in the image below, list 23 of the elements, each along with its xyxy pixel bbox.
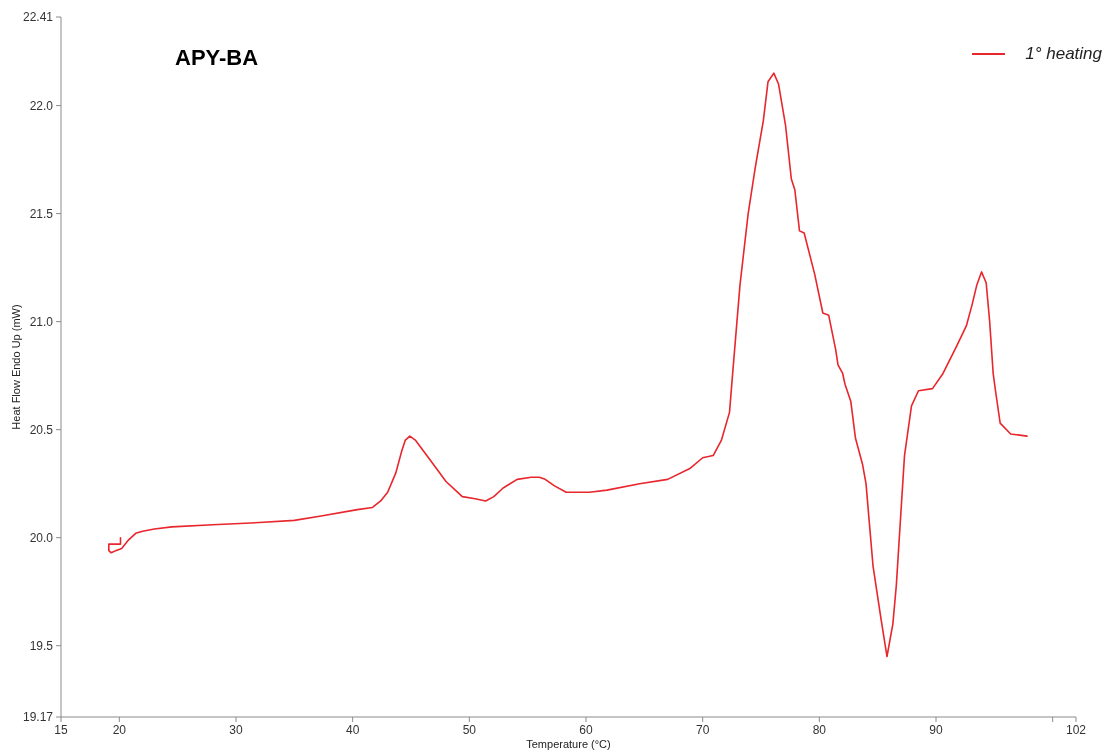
x-tick-label: 15 (54, 722, 68, 737)
x-tick-label: 20 (112, 722, 127, 737)
y-tick-label: 20.5 (29, 422, 54, 437)
x-axis-title: Temperature (°C) (525, 738, 612, 750)
y-tick-label: 19.5 (29, 638, 54, 653)
x-tick-label: 80 (812, 722, 827, 737)
text: APY-BA (175, 45, 259, 71)
x-tick-label: 70 (695, 722, 710, 737)
x-tick-label: 40 (345, 722, 360, 737)
y-tick-label: 21.0 (29, 314, 54, 329)
x-tick-label: 90 (929, 722, 943, 737)
line-series (108, 72, 1028, 658)
x-tick-label: 60 (579, 722, 593, 737)
legend-label: 1° heating (1025, 44, 1102, 64)
x-tick-label: 50 (462, 722, 477, 737)
x-tick-label: 102 (1065, 722, 1087, 737)
y-axis-title: Heat Flow Endo Up (mW) (10, 304, 22, 430)
y-tick-label: 22.0 (29, 98, 54, 113)
y-tick-label: 20.0 (29, 530, 54, 545)
x-tick-label: 30 (229, 722, 243, 737)
y-tick-label: 22.41 (22, 10, 54, 25)
y-tick-label: 21.5 (29, 206, 54, 221)
y-tick-label: 19.17 (22, 710, 54, 725)
